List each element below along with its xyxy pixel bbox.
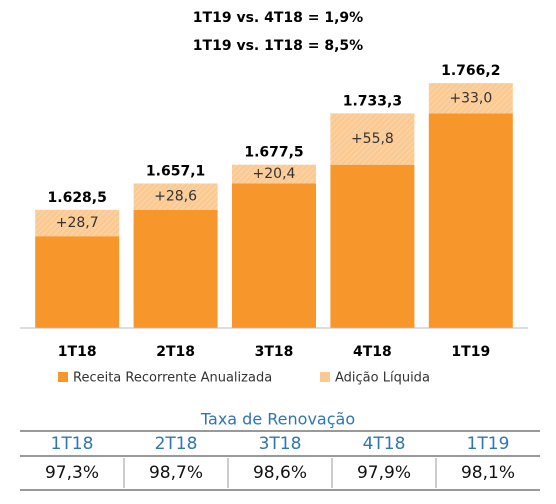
bar-segment xyxy=(330,164,415,328)
legend-label: Adição Líquida xyxy=(335,371,430,386)
table-header: 1T19 xyxy=(467,434,510,454)
table-cell: 98,7% xyxy=(149,463,203,483)
bar-segment xyxy=(35,209,120,237)
value-label: +28,7 xyxy=(56,215,99,231)
table-header: 3T18 xyxy=(259,434,302,454)
table-title: Taxa de Renovação xyxy=(200,410,355,429)
value-label: +28,6 xyxy=(154,189,197,205)
bar-segment xyxy=(133,209,218,328)
legend-label: Receita Recorrente Anualizada xyxy=(73,371,272,386)
legend-swatch xyxy=(320,372,330,382)
bar-segment xyxy=(330,113,415,165)
total-label: 1.677,5 xyxy=(244,145,303,161)
total-label: 1.628,5 xyxy=(48,190,107,206)
total-label: 1.657,1 xyxy=(146,163,205,179)
bar-segment xyxy=(232,183,316,328)
value-label: +55,8 xyxy=(351,131,394,147)
x-tick-label: 2T18 xyxy=(156,344,195,360)
x-tick-label: 3T18 xyxy=(255,344,294,360)
bar-segment xyxy=(35,236,120,328)
table-cell: 98,6% xyxy=(253,463,307,483)
annotation: 1T19 vs. 4T18 = 1,9% xyxy=(193,10,363,26)
bar-segment xyxy=(428,83,513,114)
total-label: 1.733,3 xyxy=(343,93,402,109)
table-cell: 97,3% xyxy=(45,463,99,483)
bar-segment xyxy=(133,183,218,210)
x-tick-label: 4T18 xyxy=(353,344,392,360)
bar-segment xyxy=(232,164,316,184)
annotation: 1T19 vs. 1T18 = 8,5% xyxy=(193,38,363,54)
table-header: 1T18 xyxy=(51,434,94,454)
legend-swatch xyxy=(58,372,68,382)
table-cell: 97,9% xyxy=(357,463,411,483)
x-tick-label: 1T18 xyxy=(58,344,97,360)
value-label: +33,0 xyxy=(449,90,492,106)
table-header: 4T18 xyxy=(363,434,406,454)
x-tick-label: 1T19 xyxy=(451,344,490,360)
bar-segment xyxy=(428,113,513,329)
total-label: 1.766,2 xyxy=(441,63,500,79)
table-header: 2T18 xyxy=(155,434,198,454)
table-cell: 98,1% xyxy=(461,463,515,483)
value-label: +20,4 xyxy=(253,166,296,182)
